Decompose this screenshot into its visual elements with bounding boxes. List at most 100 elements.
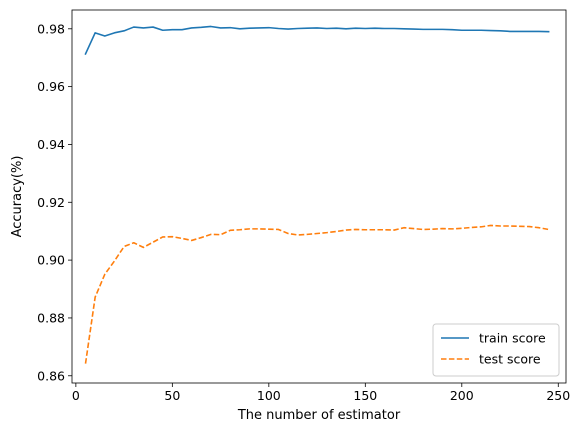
data-point-test-score — [354, 228, 356, 230]
data-point-test-score — [210, 233, 212, 235]
data-point-train-score — [393, 27, 395, 29]
data-point-train-score — [451, 28, 453, 30]
data-point-test-score — [335, 230, 337, 232]
y-tick-label: 0.88 — [37, 310, 65, 325]
data-point-test-score — [239, 229, 241, 231]
data-point-train-score — [200, 26, 202, 28]
data-point-test-score — [528, 225, 530, 227]
data-point-test-score — [547, 228, 549, 230]
data-point-train-score — [190, 27, 192, 29]
data-point-test-score — [258, 228, 260, 230]
data-point-train-score — [123, 30, 125, 32]
data-point-test-score — [393, 229, 395, 231]
x-tick-label: 200 — [450, 388, 474, 403]
data-point-train-score — [335, 27, 337, 29]
data-point-train-score — [499, 30, 501, 32]
series-layer — [84, 25, 550, 364]
data-point-test-score — [422, 228, 424, 230]
data-point-train-score — [461, 29, 463, 31]
data-point-train-score — [142, 27, 144, 29]
data-point-test-score — [162, 236, 164, 238]
data-point-test-score — [104, 273, 106, 275]
data-point-test-score — [451, 228, 453, 230]
data-point-train-score — [219, 27, 221, 29]
data-point-train-score — [345, 28, 347, 30]
data-point-test-score — [412, 227, 414, 229]
data-point-train-score — [239, 28, 241, 30]
data-point-train-score — [162, 29, 164, 31]
data-point-test-score — [364, 229, 366, 231]
data-point-train-score — [113, 32, 115, 34]
data-point-train-score — [509, 30, 511, 32]
data-point-train-score — [528, 30, 530, 32]
x-tick-label: 100 — [257, 388, 281, 403]
data-point-test-score — [306, 233, 308, 235]
data-point-test-score — [200, 236, 202, 238]
data-point-test-score — [123, 245, 125, 247]
data-point-train-score — [287, 28, 289, 30]
legend: train score test score — [432, 323, 560, 377]
data-point-test-score — [152, 241, 154, 243]
data-point-train-score — [210, 25, 212, 27]
y-tick-label: 0.98 — [37, 21, 65, 36]
data-point-test-score — [94, 296, 96, 298]
data-point-train-score — [268, 26, 270, 28]
y-axis: 0.86 0.88 0.90 0.92 0.94 0.96 0.98 — [37, 21, 72, 383]
series-line-test-score — [84, 224, 549, 364]
data-point-train-score — [258, 27, 260, 29]
data-point-train-score — [538, 30, 540, 32]
data-point-train-score — [297, 27, 299, 29]
data-point-test-score — [383, 229, 385, 231]
y-tick-label: 0.86 — [37, 368, 65, 383]
data-point-test-score — [490, 224, 492, 226]
x-axis: 0 50 100 150 200 250 — [72, 383, 570, 403]
data-point-test-score — [277, 228, 279, 230]
data-point-train-score — [480, 29, 482, 31]
data-point-train-score — [277, 27, 279, 29]
data-point-test-score — [480, 226, 482, 228]
data-point-test-score — [538, 227, 540, 229]
data-point-test-score — [432, 228, 434, 230]
data-point-test-score — [219, 233, 221, 235]
data-point-train-score — [364, 27, 366, 29]
data-point-train-score — [441, 28, 443, 30]
data-point-test-score — [171, 235, 173, 237]
data-point-train-score — [104, 35, 106, 37]
data-point-test-score — [470, 226, 472, 228]
data-point-test-score — [133, 242, 135, 244]
data-point-test-score — [326, 231, 328, 233]
data-point-train-score — [383, 27, 385, 29]
data-point-train-score — [171, 28, 173, 30]
data-point-train-score — [422, 28, 424, 30]
legend-label-train-score: train score — [479, 331, 546, 346]
data-point-train-score — [354, 27, 356, 29]
data-point-train-score — [94, 32, 96, 34]
data-point-train-score — [316, 27, 318, 29]
data-point-test-score — [113, 260, 115, 262]
data-point-test-score — [190, 239, 192, 241]
y-tick-label: 0.96 — [37, 79, 65, 94]
data-point-train-score — [133, 26, 135, 28]
plot-area — [71, 9, 567, 384]
data-point-train-score — [490, 29, 492, 31]
x-tick-label: 250 — [546, 388, 570, 403]
legend-label-test-score: test score — [479, 352, 541, 367]
y-tick-label: 0.90 — [37, 253, 65, 268]
data-point-train-score — [374, 27, 376, 29]
plot-frame — [71, 9, 567, 384]
data-point-train-score — [84, 53, 86, 55]
x-tick-label: 0 — [72, 388, 80, 403]
data-point-train-score — [229, 26, 231, 28]
legend-box — [432, 323, 560, 377]
x-axis-label: The number of estimator — [237, 408, 401, 423]
data-point-train-score — [181, 28, 183, 30]
data-point-test-score — [84, 362, 86, 364]
data-point-test-score — [316, 232, 318, 234]
data-point-test-score — [441, 227, 443, 229]
y-tick-label: 0.94 — [37, 137, 65, 152]
data-point-train-score — [547, 30, 549, 32]
x-tick-label: 50 — [164, 388, 180, 403]
series-line-train-score — [84, 25, 550, 56]
y-tick-label: 0.92 — [37, 195, 65, 210]
